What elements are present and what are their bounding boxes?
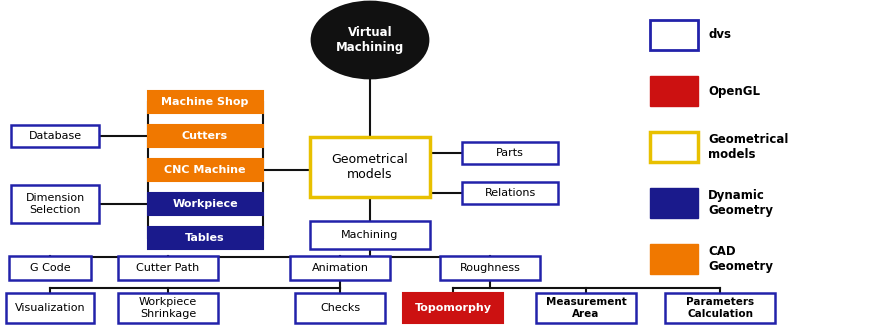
Bar xyxy=(147,91,263,113)
Text: dvs: dvs xyxy=(708,29,731,41)
Text: CNC Machine: CNC Machine xyxy=(164,165,246,175)
Text: Relations: Relations xyxy=(484,188,535,198)
Bar xyxy=(403,293,503,323)
Bar xyxy=(462,142,558,164)
Bar xyxy=(295,293,385,323)
Bar xyxy=(147,125,263,147)
Bar xyxy=(665,293,775,323)
Text: Virtual
Machining: Virtual Machining xyxy=(336,26,404,54)
Text: Dynamic
Geometry: Dynamic Geometry xyxy=(708,189,773,217)
Bar xyxy=(118,256,218,280)
Text: Geometrical
models: Geometrical models xyxy=(708,133,789,161)
Text: CAD
Geometry: CAD Geometry xyxy=(708,245,773,273)
Text: Database: Database xyxy=(28,131,82,141)
Text: Roughness: Roughness xyxy=(460,263,520,273)
Bar xyxy=(118,293,218,323)
Text: Topomorphy: Topomorphy xyxy=(415,303,491,313)
Ellipse shape xyxy=(312,2,428,78)
Text: Workpiece
Shrinkage: Workpiece Shrinkage xyxy=(139,297,197,319)
Bar xyxy=(6,293,94,323)
Text: Animation: Animation xyxy=(312,263,369,273)
Bar xyxy=(650,76,698,106)
Bar xyxy=(440,256,540,280)
Text: Dimension
Selection: Dimension Selection xyxy=(26,193,84,215)
Bar xyxy=(310,221,430,249)
Bar xyxy=(147,193,263,215)
Bar xyxy=(310,137,430,197)
Text: Tables: Tables xyxy=(186,233,225,243)
Text: Geometrical
models: Geometrical models xyxy=(331,153,408,181)
Bar xyxy=(147,159,263,181)
Bar xyxy=(147,227,263,249)
Text: Machine Shop: Machine Shop xyxy=(162,97,249,107)
Bar xyxy=(650,20,698,50)
Bar xyxy=(536,293,636,323)
Text: Parts: Parts xyxy=(496,148,524,158)
Text: G Code: G Code xyxy=(29,263,70,273)
Text: Cutters: Cutters xyxy=(182,131,228,141)
Text: Cutter Path: Cutter Path xyxy=(137,263,200,273)
Text: Visualization: Visualization xyxy=(15,303,85,313)
Text: Workpiece: Workpiece xyxy=(172,199,238,209)
Bar xyxy=(11,125,99,147)
Bar xyxy=(290,256,390,280)
Bar xyxy=(650,188,698,218)
Bar xyxy=(11,185,99,223)
Text: Checks: Checks xyxy=(320,303,360,313)
Bar xyxy=(9,256,91,280)
Bar xyxy=(650,132,698,162)
Text: OpenGL: OpenGL xyxy=(708,85,760,97)
Text: Measurement
Area: Measurement Area xyxy=(545,297,626,319)
Bar xyxy=(650,244,698,274)
Bar xyxy=(462,182,558,204)
Text: Parameters
Calculation: Parameters Calculation xyxy=(686,297,754,319)
Text: Machining: Machining xyxy=(341,230,399,240)
